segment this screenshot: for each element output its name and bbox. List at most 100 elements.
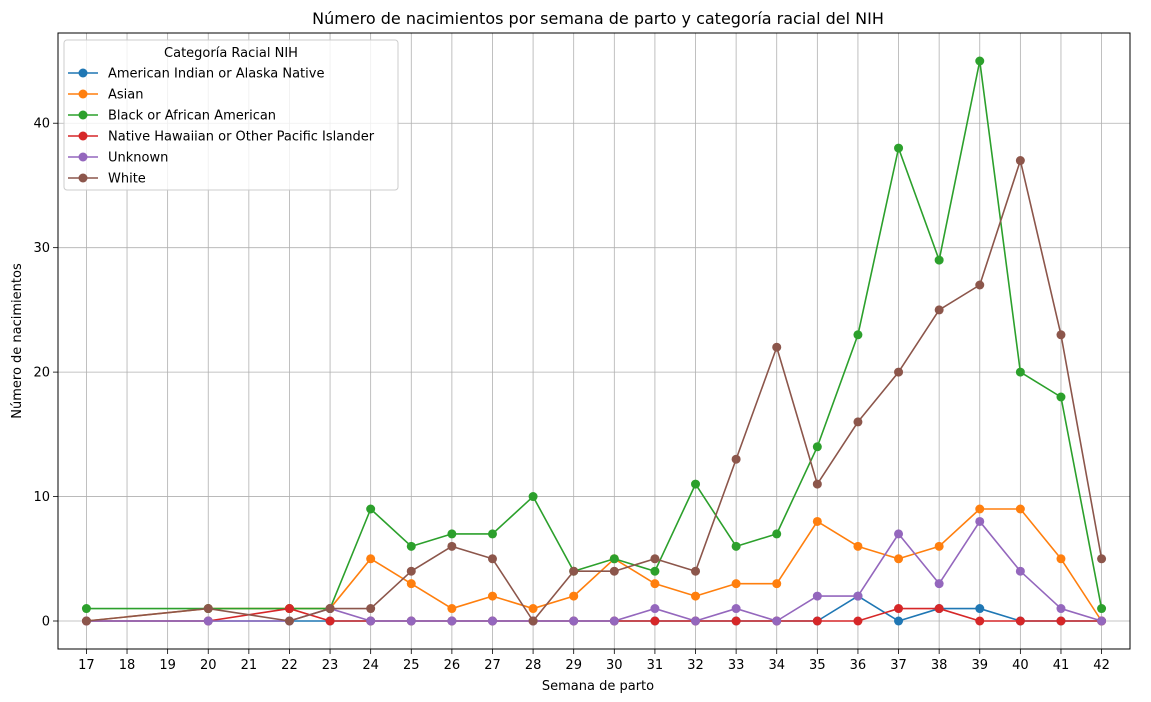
data-point [609,566,619,576]
data-point [812,516,822,526]
data-point [975,604,985,614]
data-point [1056,616,1066,626]
data-point [934,541,944,551]
series-lines [81,56,1107,626]
data-point [731,541,741,551]
data-point [934,255,944,265]
legend-marker [78,173,88,183]
legend-item: Native Hawaiian or Other Pacific Islande… [68,130,375,145]
data-point [487,529,497,539]
data-point [487,591,497,601]
data-point [1097,554,1107,564]
data-point [772,616,782,626]
x-tick-label: 17 [78,658,95,673]
data-point [812,479,822,489]
data-point [609,616,619,626]
data-point [853,330,863,340]
data-point [853,541,863,551]
legend-item: White [68,172,146,187]
data-point [650,616,660,626]
data-point [1056,330,1066,340]
data-point [731,454,741,464]
legend-item: American Indian or Alaska Native [68,67,324,82]
legend-label: Unknown [108,151,168,166]
data-point [975,280,985,290]
x-tick-label: 32 [687,658,704,673]
data-point [650,604,660,614]
y-tick-label: 10 [33,490,50,505]
x-tick-label: 26 [444,658,461,673]
data-point [366,554,376,564]
data-point [1015,156,1025,166]
data-point [934,579,944,589]
data-point [1056,554,1066,564]
data-point [731,604,741,614]
data-point [975,504,985,514]
y-tick-label: 0 [42,615,50,630]
x-tick-label: 33 [728,658,745,673]
data-point [366,504,376,514]
data-point [406,579,416,589]
data-point [894,143,904,153]
x-tick-label: 36 [850,658,867,673]
data-point [691,616,701,626]
data-point [406,541,416,551]
x-axis-title: Semana de parto [542,679,654,694]
data-point [934,604,944,614]
data-point [406,616,416,626]
x-tick-label: 40 [1012,658,1029,673]
data-point [772,579,782,589]
data-point [975,56,985,66]
x-tick-label: 41 [1053,658,1070,673]
x-tick-label: 38 [931,658,948,673]
data-point [812,591,822,601]
data-point [1097,604,1107,614]
x-tick-label: 22 [281,658,298,673]
data-point [447,604,457,614]
data-point [447,541,457,551]
x-tick-label: 23 [322,658,339,673]
data-point [447,616,457,626]
data-point [731,616,741,626]
data-point [894,554,904,564]
x-tick-label: 35 [809,658,826,673]
data-point [894,616,904,626]
data-point [1015,504,1025,514]
data-point [1015,367,1025,377]
legend-marker [78,68,88,78]
data-point [975,516,985,526]
chart-title: Número de nacimientos por semana de part… [312,9,884,28]
legend-marker [78,89,88,99]
data-point [1015,566,1025,576]
x-tick-label: 31 [647,658,664,673]
legend-marker [78,131,88,141]
data-point [650,554,660,564]
data-point [284,616,294,626]
y-tick-label: 20 [33,366,50,381]
data-point [812,616,822,626]
data-point [447,529,457,539]
data-point [366,604,376,614]
data-point [609,554,619,564]
data-point [366,616,376,626]
data-point [975,616,985,626]
legend-label: Native Hawaiian or Other Pacific Islande… [108,130,375,145]
data-point [569,591,579,601]
legend-item: Black or African American [68,109,276,124]
legend-item: Asian [68,88,143,103]
data-point [812,442,822,452]
y-tick-label: 30 [33,241,50,256]
data-point [81,616,91,626]
data-point [650,566,660,576]
data-point [1056,604,1066,614]
x-tick-label: 25 [403,658,420,673]
data-point [772,529,782,539]
legend-label: Asian [108,88,143,103]
x-tick-label: 24 [362,658,379,673]
x-tick-label: 37 [890,658,907,673]
data-point [569,616,579,626]
data-point [691,479,701,489]
x-tick-label: 21 [241,658,258,673]
data-point [934,305,944,315]
